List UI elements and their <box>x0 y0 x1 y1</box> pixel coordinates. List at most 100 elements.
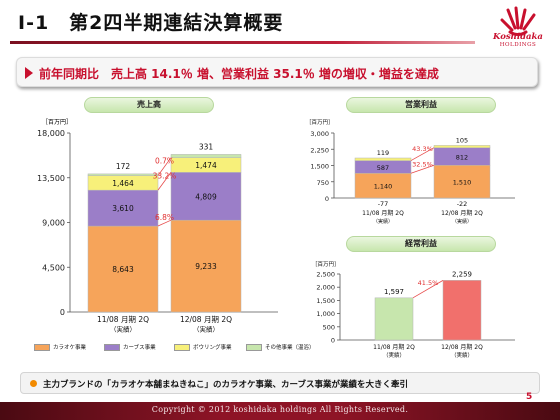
growth-label: 0.7% <box>155 157 174 166</box>
bullet-dot-icon <box>30 380 37 387</box>
legend-swatch <box>246 344 262 351</box>
growth-connector-line <box>157 157 172 176</box>
data-label: 812 <box>456 153 468 161</box>
copyright-text: Copyright © 2012 koshidaka holdings All … <box>151 405 409 414</box>
bar-segment <box>354 173 412 199</box>
legend-label: その他事業（温浴） <box>265 345 315 351</box>
data-label: 119 <box>377 149 389 157</box>
data-label: 1,464 <box>112 179 134 188</box>
logo-wordmark: Koshidaka <box>493 32 543 42</box>
bar-segment <box>87 189 159 227</box>
y-axis-unit: ［百万円］ <box>306 119 334 126</box>
y-tick-label: 4,500 <box>42 263 65 272</box>
x-category-sublabel: （実績） <box>193 325 219 334</box>
data-label: 1,510 <box>453 179 472 187</box>
x-category-label: 11/08 月期 2Q <box>373 343 415 351</box>
growth-connector-line <box>410 147 435 161</box>
bar <box>374 297 414 341</box>
data-label: 2,259 <box>452 270 472 278</box>
x-category-sublabel: （実績） <box>451 351 473 359</box>
y-tick-label: 3,000 <box>310 130 329 138</box>
legend-label: ボウリング事業 <box>193 345 232 351</box>
data-label: 172 <box>116 162 131 171</box>
bar-segment <box>170 219 242 313</box>
headline-banner: 前年同期比 売上高 14.1％ 増、営業利益 35.1％ 増の増収・増益を達成 <box>16 57 538 87</box>
growth-label: 41.5% <box>418 279 439 287</box>
y-axis-unit: ［百万円］ <box>42 119 72 126</box>
growth-label: 6.8% <box>155 213 174 222</box>
koshidaka-logo <box>500 6 536 36</box>
y-tick-label: 2,000 <box>316 284 335 292</box>
y-tick-label: 1,500 <box>316 297 335 305</box>
bar-segment <box>354 157 412 161</box>
data-label: 1,474 <box>195 161 217 170</box>
bar-segment <box>433 145 491 148</box>
growth-connector-line <box>410 164 435 174</box>
summary-note-text: 主力ブランドの「カラオケ本舗まねきねこ」のカラオケ事業、カーブス事業が業績を大き… <box>43 380 408 390</box>
x-category-label: 12/08 月期 2Q <box>180 315 232 324</box>
growth-label: 32.5% <box>412 160 433 168</box>
growth-label: 43.3% <box>412 145 433 153</box>
triangle-bullet-icon <box>25 67 33 79</box>
growth-connector-line <box>157 219 172 227</box>
sales-chart-tab: 売上高 <box>84 97 214 113</box>
data-label: 1,597 <box>384 288 404 296</box>
y-tick-label: 500 <box>323 323 335 331</box>
data-label: -22 <box>457 200 468 208</box>
legend-label: カラオケ事業 <box>53 345 87 351</box>
y-tick-label: 1,500 <box>310 163 329 171</box>
headline-text: 前年同期比 売上高 14.1％ 増、営業利益 35.1％ 増の増収・増益を達成 <box>39 67 439 81</box>
ordinary-profit-chart-tab: 経常利益 <box>346 236 496 252</box>
y-tick-label: 750 <box>317 179 329 187</box>
x-category-sublabel: （実績） <box>383 351 405 359</box>
legend-swatch <box>174 344 190 351</box>
x-category-label: 11/08 月期 2Q <box>97 315 149 324</box>
data-label: 9,233 <box>195 262 217 271</box>
growth-connector-line <box>157 172 172 191</box>
y-tick-label: 13,500 <box>37 174 65 183</box>
data-label: 105 <box>456 136 468 144</box>
page-title: Ⅰ-1 第2四半期連結決算概要 <box>18 12 284 34</box>
bar-segment <box>170 154 242 158</box>
y-tick-label: 9,000 <box>42 219 65 228</box>
summary-note: 主力ブランドの「カラオケ本舗まねきねこ」のカラオケ事業、カーブス事業が業績を大き… <box>20 372 540 394</box>
logo-subtitle: HOLDINGS <box>499 42 537 48</box>
x-category-label: 12/08 月期 2Q <box>441 343 483 351</box>
y-tick-label: 0 <box>60 308 65 317</box>
data-label: -77 <box>378 200 389 208</box>
data-label: 3,610 <box>112 204 134 213</box>
y-tick-label: 2,250 <box>310 146 329 154</box>
data-label: 4,809 <box>195 192 217 201</box>
y-tick-label: 0 <box>331 337 335 345</box>
legend-swatch <box>34 344 50 351</box>
bar-segment <box>87 225 159 313</box>
y-tick-label: 1,000 <box>316 310 335 318</box>
legend-label: カーブス事業 <box>123 345 156 351</box>
x-category-label: 11/08 月期 2Q <box>362 209 404 217</box>
growth-connector-line <box>412 280 444 299</box>
footer-bar: Copyright © 2012 koshidaka holdings All … <box>0 402 560 420</box>
x-category-sublabel: （実績） <box>373 218 393 225</box>
growth-label: 33.2% <box>153 171 177 180</box>
data-label: 8,643 <box>112 265 134 274</box>
page-number: 5 <box>526 392 533 402</box>
y-tick-label: 18,000 <box>37 129 65 138</box>
x-category-sublabel: （実績） <box>110 325 136 334</box>
data-label: 587 <box>377 164 389 172</box>
data-label: 1,140 <box>374 183 393 191</box>
operating-profit-chart: ［百万円］ 3,000 2,250 1,500 750 0 1,140 587 119 -7711… <box>306 119 515 225</box>
y-tick-label: 0 <box>325 195 329 203</box>
y-tick-label: 2,500 <box>316 271 335 279</box>
sales-chart: ［百万円］ 18,000 13,500 9,000 4,500 0 8,643 3,610 1,… <box>37 119 278 334</box>
ordinary-profit-chart: ［百万円］ 2,500 2,000 1,500 1,000 500 0 1,597 11/08 … <box>312 261 515 359</box>
legend-swatch <box>104 344 120 351</box>
bar <box>442 280 482 341</box>
bar-segment <box>87 173 159 176</box>
title-underline <box>10 41 475 44</box>
bar-segment <box>433 165 491 199</box>
x-category-sublabel: （実績） <box>452 218 472 225</box>
x-category-label: 12/08 月期 2Q <box>441 209 483 217</box>
operating-profit-chart-tab: 営業利益 <box>346 97 496 113</box>
data-label: 331 <box>199 142 214 151</box>
bar-segment <box>170 172 242 221</box>
